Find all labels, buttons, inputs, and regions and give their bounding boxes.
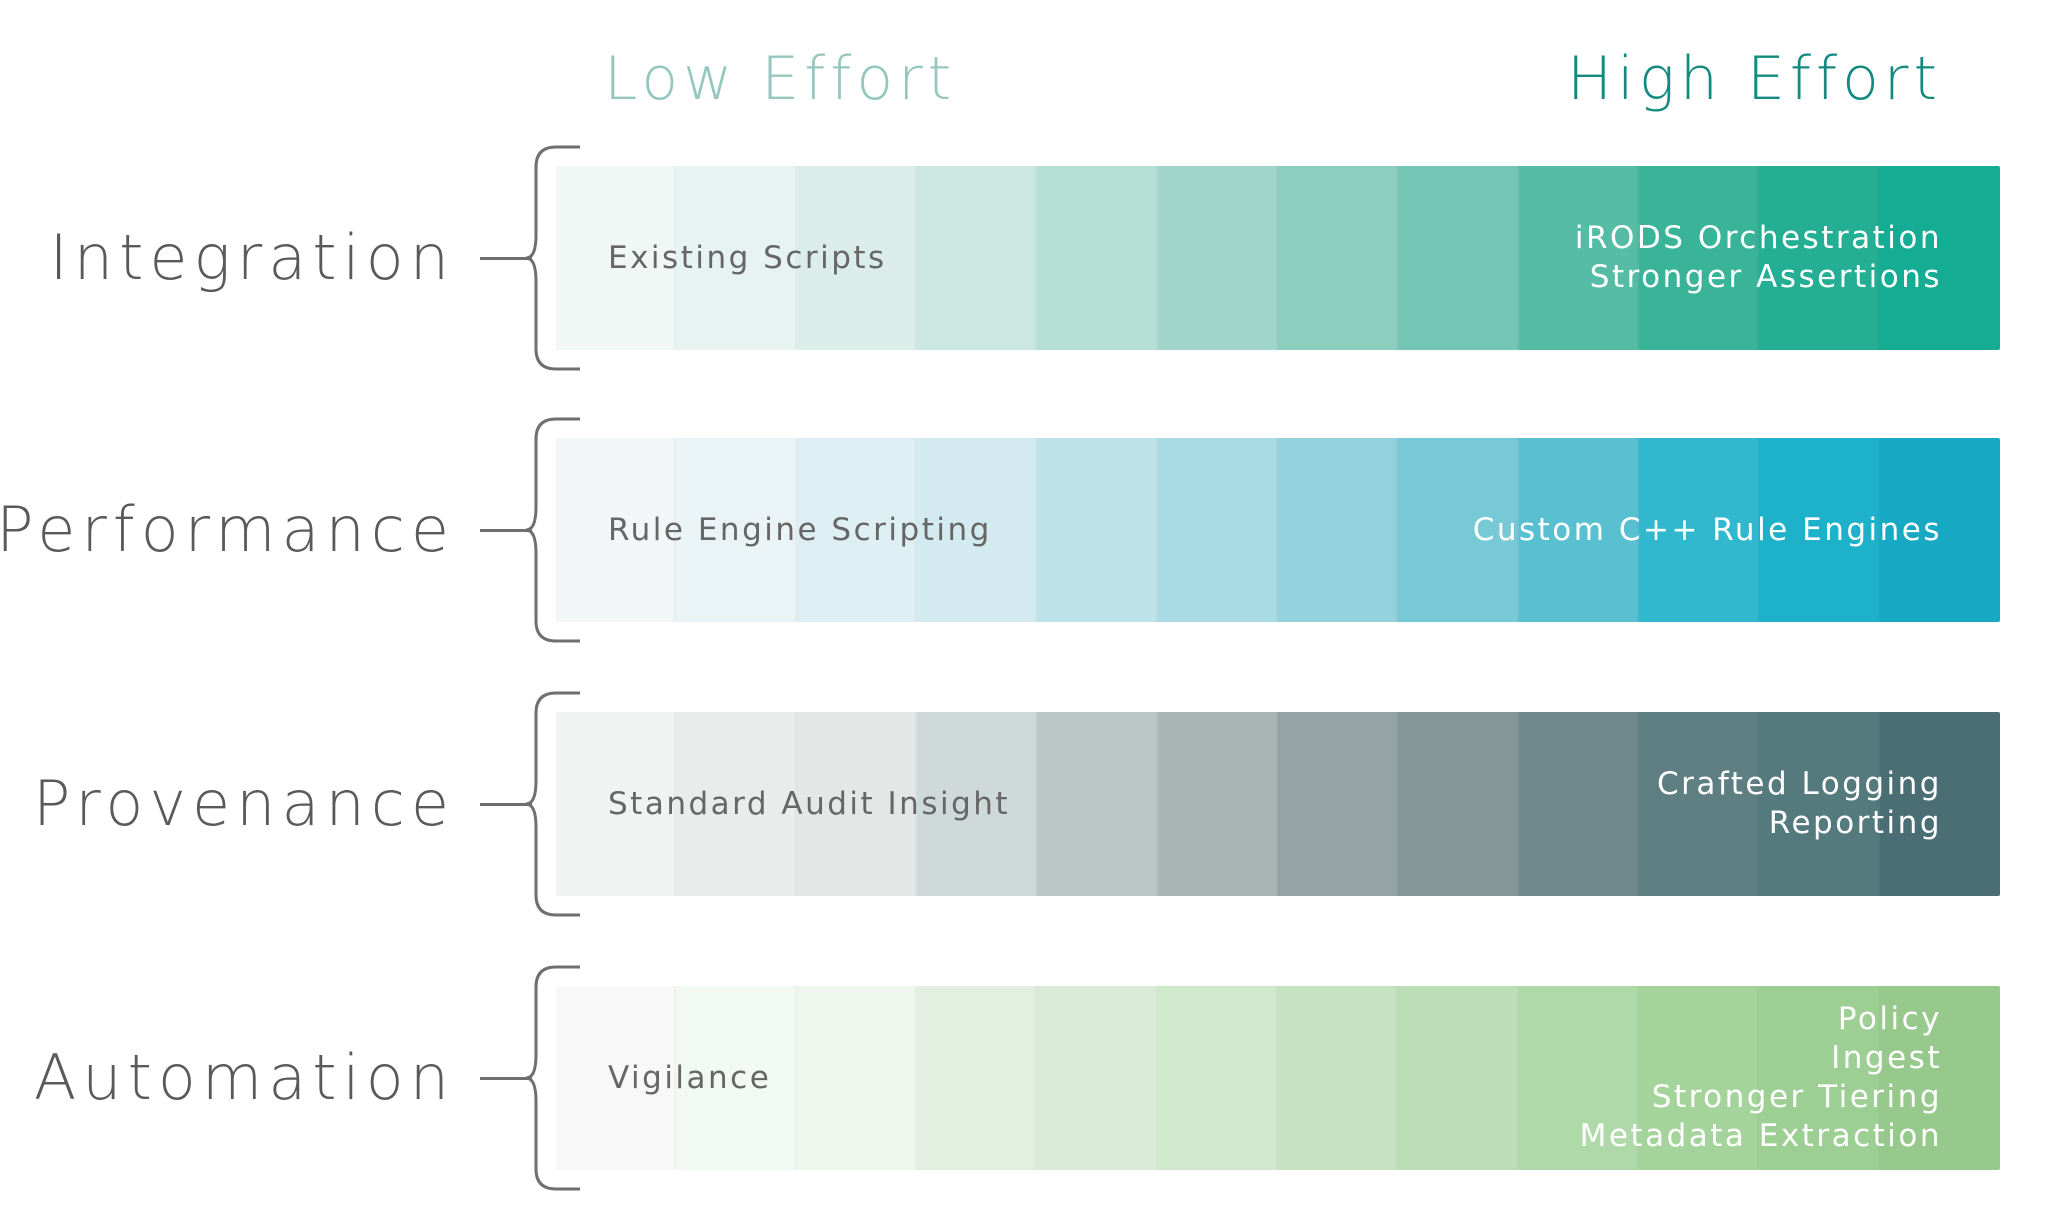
effort-segment (1638, 712, 1760, 896)
row-label-provenance: Provenance (32, 767, 455, 840)
effort-bar-automation (556, 986, 2000, 1170)
effort-segment (1759, 166, 1880, 350)
high-effort-line: Policy (1837, 1001, 1942, 1037)
high-effort-text: iRODS Orchestration Stronger Assertions (1575, 219, 1942, 297)
effort-segment (1037, 166, 1158, 350)
effort-bar-performance (556, 438, 2000, 622)
curly-brace (525, 965, 580, 1191)
effort-segment (1879, 986, 2000, 1170)
effort-segment (1037, 438, 1158, 622)
high-effort-text: Policy Ingest Stronger Tiering Metadata Ext… (1580, 1000, 1942, 1156)
high-effort-line: Crafted Logging (1656, 766, 1942, 802)
effort-segment (1879, 166, 2000, 350)
effort-segment (676, 712, 797, 896)
effort-segment (1277, 986, 1399, 1170)
effort-segment (796, 986, 917, 1170)
effort-segment (1037, 712, 1158, 896)
effort-segment (556, 438, 677, 622)
effort-segment (1879, 438, 2000, 622)
row-label-performance: Performance (0, 493, 455, 566)
effort-segment (1638, 438, 1760, 622)
effort-segment (676, 438, 797, 622)
brace-connector (480, 803, 532, 806)
low-effort-text: Rule Engine Scripting (608, 512, 992, 548)
effort-segment (1518, 438, 1639, 622)
effort-segment (676, 166, 797, 350)
effort-segment (556, 712, 677, 896)
effort-bar-integration (556, 166, 2000, 350)
effort-segment (1759, 986, 1880, 1170)
curly-brace (525, 691, 580, 917)
effort-segment (1398, 438, 1519, 622)
low-effort-text: Vigilance (608, 1060, 772, 1096)
brace-connector (480, 529, 532, 532)
high-effort-label: High Effort (1567, 44, 1942, 114)
high-effort-line: iRODS Orchestration (1574, 220, 1942, 256)
effort-segment (1157, 438, 1278, 622)
effort-segment (916, 712, 1038, 896)
effort-bar-provenance (556, 712, 2000, 896)
effort-segment (1518, 166, 1639, 350)
effort-segment (1277, 712, 1399, 896)
effort-segment (916, 438, 1038, 622)
high-effort-line: Custom C++ Rule Engines (1472, 511, 1942, 548)
effort-segment (916, 166, 1038, 350)
effort-segment (1398, 712, 1519, 896)
low-effort-label: Low Effort (604, 44, 957, 114)
effort-segment (1879, 712, 2000, 896)
effort-segment (1638, 166, 1760, 350)
row-label-integration: Integration (49, 221, 455, 294)
effort-segment (1518, 712, 1639, 896)
effort-segment (1398, 166, 1519, 350)
high-effort-line: Stronger Tiering (1651, 1079, 1942, 1115)
effort-segment (1277, 166, 1399, 350)
effort-segment (1277, 438, 1399, 622)
curly-brace (525, 417, 580, 643)
brace-connector (480, 257, 532, 260)
effort-segment (1638, 986, 1760, 1170)
high-effort-line: Stronger Assertions (1589, 259, 1942, 295)
effort-segment (1157, 712, 1278, 896)
effort-segment (556, 986, 677, 1170)
high-effort-text: Custom C++ Rule Engines (1473, 511, 1942, 550)
effort-segment (1157, 166, 1278, 350)
brace-connector (480, 1077, 532, 1080)
effort-segment (796, 712, 917, 896)
effort-segment (796, 438, 917, 622)
low-effort-text: Standard Audit Insight (608, 786, 1011, 822)
effort-segment (1157, 986, 1278, 1170)
curly-brace (525, 145, 580, 371)
low-effort-text: Existing Scripts (608, 240, 887, 276)
effort-segment (1398, 986, 1519, 1170)
effort-segment (1037, 986, 1158, 1170)
high-effort-text: Crafted Logging Reporting (1657, 765, 1942, 843)
effort-segment (1759, 712, 1880, 896)
effort-segment (1518, 986, 1639, 1170)
high-effort-line: Metadata Extraction (1579, 1118, 1942, 1154)
effort-segment (1759, 438, 1880, 622)
effort-segment (916, 986, 1038, 1170)
row-label-automation: Automation (33, 1041, 455, 1114)
high-effort-line: Ingest (1831, 1040, 1942, 1076)
effort-segment (556, 166, 677, 350)
high-effort-line: Reporting (1768, 805, 1942, 841)
effort-segment (796, 166, 917, 350)
effort-segment (676, 986, 797, 1170)
